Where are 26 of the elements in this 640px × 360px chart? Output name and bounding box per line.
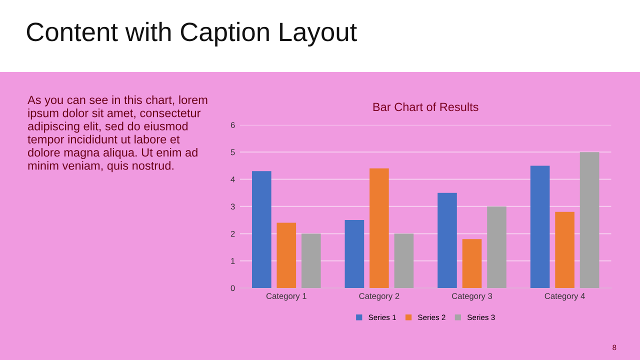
x-tick-label: Category 1 <box>266 293 306 301</box>
text: As you can see in this chart, lorem ipsum dolor sit amet, consectetur adipiscing elit, sed do eiusmod tempor incididunt ut labore et dolore magna aliqua. Ut enim ad minim veniam, quis nostrud. <box>28 95 208 172</box>
y-tick-label: 2 <box>230 230 235 237</box>
y-tick-label: 6 <box>230 122 235 128</box>
bar <box>555 212 574 288</box>
y-tick-label: 0 <box>230 285 235 292</box>
y-tick-label: 1 <box>231 258 235 264</box>
bar <box>487 206 506 288</box>
bar <box>438 192 457 288</box>
bar <box>462 239 482 288</box>
chart-subtitle: Bar Chart of Results <box>373 102 478 112</box>
x-tick-label: Category 4 <box>544 293 585 301</box>
y-tick-label: 5 <box>230 149 235 156</box>
bar <box>252 171 272 288</box>
bar <box>370 168 389 288</box>
bar <box>276 222 296 288</box>
x-tick-label: Category 3 <box>452 293 492 301</box>
bar <box>301 234 321 288</box>
bar <box>344 220 364 288</box>
chart-title: Content with Caption Layout <box>26 22 357 46</box>
y-tick-label: 4 <box>230 176 235 182</box>
x-tick-label: Category 2 <box>359 293 400 301</box>
bar <box>394 234 414 288</box>
y-tick-label: 3 <box>230 204 235 210</box>
bar <box>580 152 600 288</box>
bar <box>530 166 550 288</box>
